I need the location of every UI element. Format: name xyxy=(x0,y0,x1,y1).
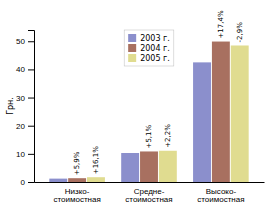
y-tick: 10 xyxy=(16,150,34,159)
y-tick: 50 xyxy=(16,37,34,46)
y-tick: 30 xyxy=(16,94,34,103)
y-tick: 20 xyxy=(16,122,34,131)
chart: 01020304050Низко-стоимостнаяСредне-стоим… xyxy=(0,0,270,210)
legend-swatch xyxy=(128,44,136,52)
x-tick-label-line: стоимостная xyxy=(53,195,100,204)
y-tick-label: 20 xyxy=(16,122,25,131)
legend-frame xyxy=(124,30,174,66)
y-tick: 0 xyxy=(21,178,34,187)
x-axis: Низко-стоимостнаяСредне-стоимостнаяВысок… xyxy=(35,182,265,204)
annotation: +5,1% xyxy=(145,124,153,148)
x-tick-label: Средне-стоимостная xyxy=(125,187,172,205)
bar xyxy=(159,151,177,182)
annotation: +5,9% xyxy=(73,151,81,175)
legend-label: 2005 г. xyxy=(140,54,170,63)
bar xyxy=(87,177,105,182)
y-tick-label: 40 xyxy=(16,65,25,74)
y-tick-label: 50 xyxy=(16,37,25,46)
bar xyxy=(68,178,86,182)
legend-item: 2003 г. xyxy=(128,34,170,43)
bar xyxy=(231,45,249,182)
legend-item: 2005 г. xyxy=(128,54,170,63)
annotation: +17,4% xyxy=(217,10,225,38)
y-tick-label: 0 xyxy=(21,178,26,187)
legend-label: 2003 г. xyxy=(140,34,170,43)
x-tick-label-line: Низко- xyxy=(65,187,90,196)
annotation: +2,2% xyxy=(164,124,172,148)
bar-series xyxy=(49,62,211,182)
y-tick-label: 30 xyxy=(16,94,25,103)
x-tick: Средне-стоимостная xyxy=(125,182,172,204)
annotations: +5,9% +5,1% +17,4% +16,1% +2,2% -2,9% xyxy=(73,10,244,175)
x-tick-label-line: стоимостная xyxy=(197,195,244,204)
y-tick-mark xyxy=(28,41,34,42)
legend-item: 2004 г. xyxy=(128,44,170,53)
annotation: +16,1% xyxy=(92,146,100,174)
legend-swatch xyxy=(128,54,136,62)
bar xyxy=(212,42,230,182)
legend-swatch xyxy=(128,34,136,42)
y-axis-line xyxy=(28,31,35,183)
bar xyxy=(121,153,139,182)
x-tick-label-line: стоимостная xyxy=(125,195,172,204)
x-tick: Высоко-стоимостная xyxy=(197,182,244,204)
x-tick-label-line: Средне- xyxy=(134,187,165,196)
plot: 01020304050Низко-стоимостнаяСредне-стоим… xyxy=(16,10,264,204)
x-tick-label: Низко-стоимостная xyxy=(53,187,100,205)
y-tick: 40 xyxy=(16,65,34,74)
legend: 2003 г.2004 г.2005 г. xyxy=(124,30,174,66)
y-tick-mark xyxy=(28,98,34,99)
y-tick-label: 10 xyxy=(16,150,25,159)
x-tick-label: Высоко-стоимостная xyxy=(197,187,244,205)
bar xyxy=(193,62,211,182)
y-axis-title: Грн. xyxy=(6,97,15,115)
y-tick-mark xyxy=(28,126,34,127)
bar xyxy=(49,179,67,182)
y-tick-mark xyxy=(28,69,34,70)
y-axis: 0 10 20 30 40 50 xyxy=(16,31,34,188)
bar xyxy=(140,151,158,182)
x-tick: Низко-стоимостная xyxy=(53,182,100,204)
y-tick-mark xyxy=(28,154,34,155)
y-tick-mark xyxy=(28,182,34,183)
annotation: -2,9% xyxy=(236,22,244,43)
legend-label: 2004 г. xyxy=(140,44,170,53)
x-tick-label-line: Высоко- xyxy=(206,187,237,196)
x-axis-line xyxy=(35,182,265,183)
